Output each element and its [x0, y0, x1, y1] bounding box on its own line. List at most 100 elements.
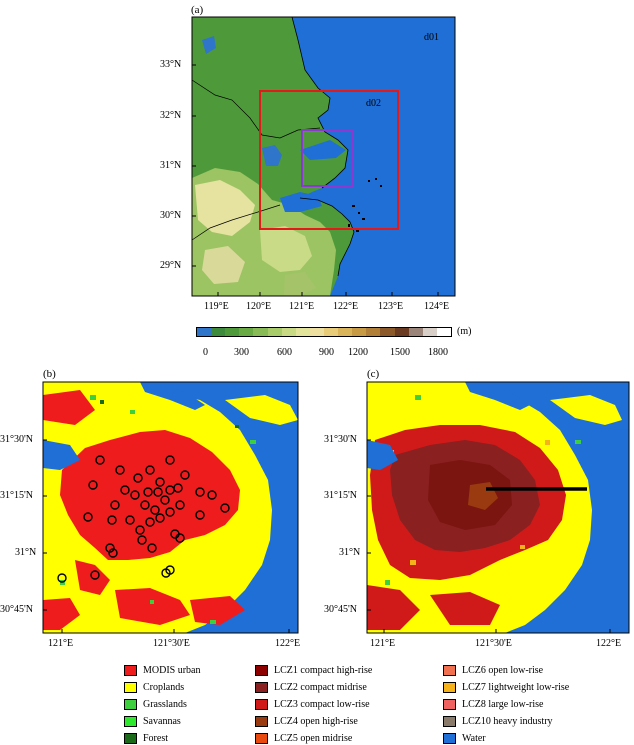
station-marker [83, 512, 93, 522]
panel-c-lat-tick: 31°15'N [324, 490, 358, 501]
station-marker [175, 500, 185, 510]
panel-a-lat-tick: 32°N [160, 110, 182, 121]
colorbar-segment [436, 328, 451, 336]
station-marker [137, 535, 147, 545]
station-marker [107, 515, 117, 525]
panel-c-map [366, 381, 630, 634]
station-marker [110, 500, 120, 510]
station-marker [108, 548, 118, 558]
station-marker [130, 490, 140, 500]
panel-c-lat-tick: 31°N [339, 547, 361, 558]
station-marker [165, 507, 175, 517]
legend-item: LCZ2 compact midrise [255, 682, 367, 693]
legend-swatch [255, 665, 268, 676]
legend-item: Croplands [124, 682, 184, 693]
colorbar-tick: 600 [277, 347, 292, 358]
station-marker [180, 470, 190, 480]
panel-a-lon-tick: 123°E [378, 301, 404, 312]
panel-a-lon-tick: 124°E [424, 301, 450, 312]
panel-c-lat-tick: 31°30'N [324, 434, 358, 445]
colorbar-segment [323, 328, 339, 336]
station-marker [105, 543, 115, 553]
legend-swatch [255, 699, 268, 710]
panel-a-lon-tick: 119°E [204, 301, 229, 312]
legend-item: LCZ6 open low-rise [443, 665, 543, 676]
colorbar-segment [225, 328, 240, 336]
station-marker [207, 490, 217, 500]
colorbar-segment [253, 328, 268, 336]
colorbar-segment [295, 328, 310, 336]
panel-b-lon-tick: 121°30'E [153, 638, 190, 649]
colorbar-segment [239, 328, 254, 336]
panel-b-lon-tick: 122°E [275, 638, 301, 649]
colorbar-unit: (m) [457, 326, 472, 337]
legend-swatch [124, 682, 137, 693]
legend-label: LCZ1 compact high-rise [274, 665, 373, 676]
legend-swatch [443, 699, 456, 710]
colorbar-tick: 1500 [390, 347, 410, 358]
colorbar-segment [366, 328, 381, 336]
station-marker [173, 483, 183, 493]
station-marker [57, 573, 67, 583]
legend-item: LCZ4 open high-rise [255, 716, 358, 727]
colorbar-segment [267, 328, 282, 336]
legend-label: LCZ3 compact low-rise [274, 699, 370, 710]
panel-a-lat-tick: 33°N [160, 59, 182, 70]
legend-label: Forest [143, 733, 168, 744]
panel-a-lat-tick: 30°N [160, 210, 182, 221]
panel-a-lat-tick: 29°N [160, 260, 182, 271]
panel-a-map [191, 16, 456, 297]
station-marker [175, 533, 185, 543]
station-marker [140, 500, 150, 510]
legend-label: LCZ8 large low-rise [462, 699, 544, 710]
legend-label: Grasslands [143, 699, 187, 710]
colorbar-segment [338, 328, 353, 336]
station-marker [155, 513, 165, 523]
colorbar-tick: 0 [203, 347, 208, 358]
colorbar-segment [211, 328, 226, 336]
station-marker [160, 495, 170, 505]
legend-label: LCZ6 open low-rise [462, 665, 544, 676]
legend-label: Croplands [143, 682, 185, 693]
colorbar-tick: 900 [319, 347, 334, 358]
panel-a-lon-tick: 122°E [333, 301, 359, 312]
panel-c-lon-tick: 121°30'E [475, 638, 512, 649]
legend-item: Forest [124, 733, 168, 744]
station-marker [95, 455, 105, 465]
colorbar-tick: 300 [234, 347, 249, 358]
station-marker [115, 465, 125, 475]
colorbar-segment [352, 328, 367, 336]
panel-c-label: (c) [367, 368, 380, 380]
panel-b-lat-tick: 31°15'N [0, 490, 34, 501]
station-marker [220, 503, 230, 513]
panel-b-label: (b) [43, 368, 56, 380]
legend-swatch [255, 682, 268, 693]
legend-item: MODIS urban [124, 665, 201, 676]
station-marker [143, 487, 153, 497]
panel-b-lon-tick: 121°E [48, 638, 74, 649]
station-marker [135, 525, 145, 535]
colorbar-segment [394, 328, 409, 336]
station-marker [165, 455, 175, 465]
colorbar-segment [281, 328, 296, 336]
legend-label: LCZ10 heavy industry [462, 716, 553, 727]
station-marker [147, 543, 157, 553]
panel-a-lon-tick: 120°E [246, 301, 272, 312]
legend-item: Water [443, 733, 486, 744]
legend-item: LCZ3 compact low-rise [255, 699, 370, 710]
colorbar-segment [309, 328, 324, 336]
colorbar-tick: 1800 [428, 347, 448, 358]
panel-c-lat-tick: 30°45'N [324, 604, 358, 615]
legend-label: MODIS urban [143, 665, 201, 676]
legend-swatch [255, 716, 268, 727]
legend-item: LCZ1 compact high-rise [255, 665, 372, 676]
panel-b-lat-tick: 31°N [15, 547, 37, 558]
colorbar-tick: 1200 [348, 347, 368, 358]
legend-swatch [443, 716, 456, 727]
station-marker [145, 465, 155, 475]
legend-item: LCZ8 large low-rise [443, 699, 543, 710]
colorbar-segment [197, 328, 212, 336]
panel-a-lat-tick: 31°N [160, 160, 182, 171]
legend-item: LCZ5 open midrise [255, 733, 352, 744]
station-marker [90, 570, 100, 580]
